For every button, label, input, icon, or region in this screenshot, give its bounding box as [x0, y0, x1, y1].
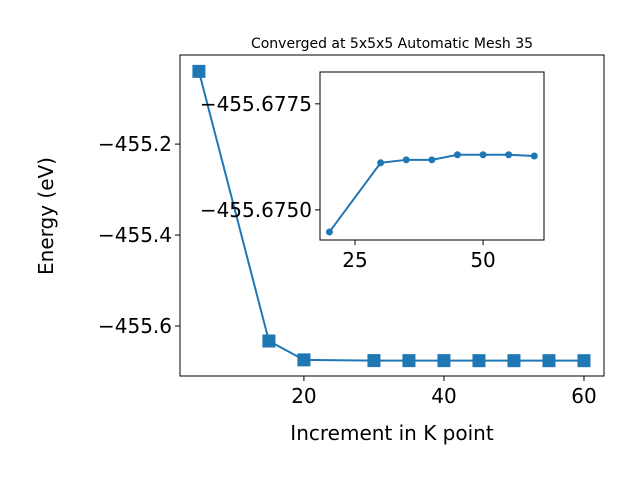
- marker: [377, 159, 385, 167]
- x-tick-label: 50: [470, 248, 495, 272]
- marker: [325, 228, 333, 236]
- marker: [437, 354, 451, 368]
- marker: [297, 353, 311, 367]
- y-tick-label: −455.6750: [200, 198, 312, 222]
- y-tick-label: −455.6: [98, 314, 172, 338]
- marker: [472, 354, 486, 368]
- marker: [262, 334, 276, 348]
- y-tick-label: −455.2: [98, 132, 172, 156]
- marker: [402, 156, 410, 164]
- marker: [577, 354, 591, 368]
- x-tick-label: 20: [291, 384, 316, 408]
- y-tick-label: −455.4: [98, 223, 172, 247]
- marker: [530, 152, 538, 160]
- marker: [453, 151, 461, 159]
- marker: [507, 354, 521, 368]
- marker: [542, 354, 556, 368]
- x-tick-label: 60: [571, 384, 596, 408]
- y-tick-label: −455.6775: [200, 92, 312, 116]
- marker: [192, 64, 206, 78]
- marker: [367, 354, 381, 368]
- x-axis-label: Increment in K point: [290, 421, 494, 445]
- marker: [402, 354, 416, 368]
- chart-title: Converged at 5x5x5 Automatic Mesh 35: [251, 36, 533, 52]
- x-tick-label: 40: [431, 384, 456, 408]
- series-line: [197, 71, 584, 362]
- series-line: [328, 153, 535, 233]
- y-axis-label: Energy (eV): [34, 157, 58, 275]
- x-tick-label: 25: [342, 248, 367, 272]
- marker: [505, 151, 513, 159]
- marker: [428, 156, 436, 164]
- marker: [479, 151, 487, 159]
